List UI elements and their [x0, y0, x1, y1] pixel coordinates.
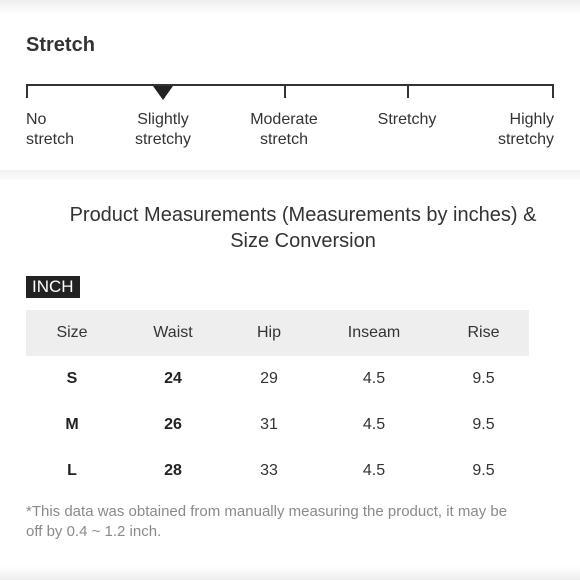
table-header-row: Size Waist Hip Inseam Rise	[26, 310, 529, 356]
size-table: Size Waist Hip Inseam Rise S 24 29 4.5 9…	[26, 310, 529, 494]
cell-size: M	[65, 416, 79, 433]
cell-waist: 26	[164, 416, 182, 433]
stretch-level-no-stretch: No stretch	[26, 111, 75, 148]
stretch-tick	[284, 84, 286, 98]
stretch-pointer-indicator	[153, 86, 173, 100]
cell-hip: 33	[260, 462, 278, 479]
stretch-section: Stretch No stretch Slightly stretchy Mod…	[0, 14, 580, 170]
column-header-rise: Rise	[467, 324, 500, 341]
column-header-size: Size	[56, 324, 88, 341]
cell-size: L	[67, 462, 77, 479]
cell-hip: 31	[260, 416, 278, 433]
table-row: S 24 29 4.5 9.5	[26, 356, 529, 402]
cell-inseam: 4.5	[362, 462, 386, 479]
table-row: M 26 31 4.5 9.5	[26, 402, 529, 448]
stretch-level-highly-stretchy: Highly stretchy	[497, 111, 554, 148]
cell-inseam: 4.5	[362, 416, 386, 433]
cell-rise: 9.5	[472, 462, 495, 479]
measurements-title: Product Measurements (Measurements by in…	[69, 204, 537, 252]
measurement-footnote: *This data was obtained from manually me…	[26, 503, 508, 540]
section-divider	[0, 170, 580, 180]
unit-badge: INCH	[26, 276, 80, 298]
stretch-tick	[552, 84, 554, 98]
bottom-fade-band	[0, 566, 580, 580]
cell-waist: 28	[164, 462, 182, 479]
column-header-waist: Waist	[153, 324, 193, 341]
cell-rise: 9.5	[472, 416, 495, 433]
table-row: L 28 33 4.5 9.5	[26, 448, 529, 494]
column-header-hip: Hip	[256, 324, 281, 341]
stretch-title: Stretch	[26, 34, 95, 56]
cell-hip: 29	[260, 370, 278, 387]
cell-rise: 9.5	[472, 370, 495, 387]
cell-inseam: 4.5	[362, 370, 386, 387]
cell-waist: 24	[164, 370, 182, 387]
column-header-inseam: Inseam	[347, 324, 401, 341]
stretch-level-slightly-stretchy: Slightly stretchy	[134, 111, 191, 148]
cell-size: S	[66, 370, 78, 387]
stretch-tick	[407, 84, 409, 98]
stretch-level-stretchy: Stretchy	[377, 111, 437, 128]
top-fade-band	[0, 0, 580, 14]
stretch-scale-line	[26, 84, 554, 86]
stretch-level-moderate-stretch: Moderate stretch	[250, 111, 318, 148]
stretch-tick	[26, 84, 28, 98]
